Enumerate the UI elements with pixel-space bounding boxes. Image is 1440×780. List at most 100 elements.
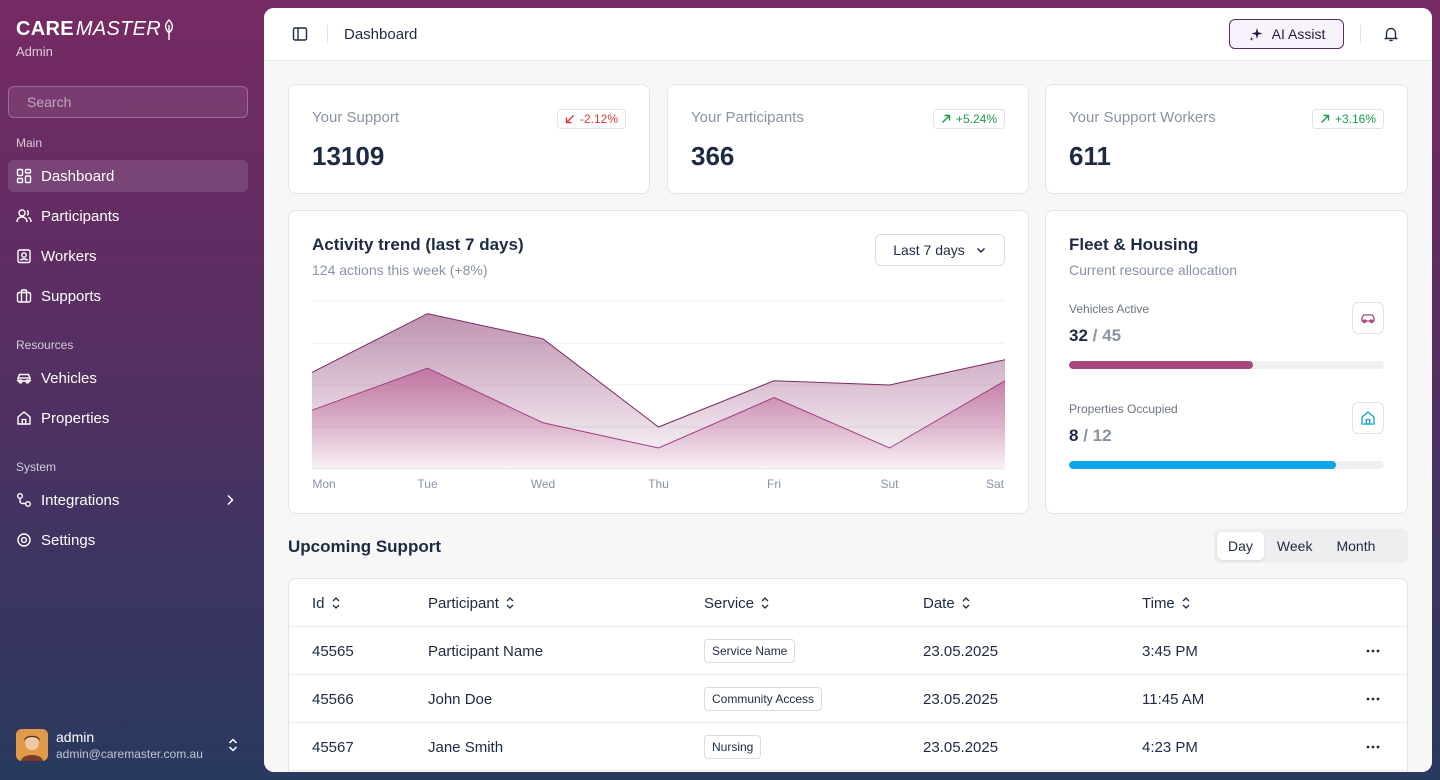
section-label-system: System: [16, 460, 57, 474]
table-header: Id Participant Service Date Time: [289, 579, 1407, 627]
chevrons-up-down-icon: [228, 738, 238, 752]
fleet-card: Fleet & Housing Current resource allocat…: [1045, 210, 1408, 514]
arrow-up-right-icon: [1320, 114, 1330, 123]
sort-icon: [506, 597, 514, 609]
section-label-resources: Resources: [16, 338, 74, 352]
more-horizontal-icon: [1366, 697, 1380, 701]
cell-date: 23.05.2025: [923, 738, 999, 756]
topbar: Dashboard AI Assist: [264, 8, 1432, 61]
sort-icon: [962, 597, 970, 609]
sidebar-item-workers[interactable]: Workers: [8, 240, 248, 272]
user-menu[interactable]: admin admin@caremaster.com.au: [16, 728, 248, 762]
sort-icon: [1182, 597, 1190, 609]
x-tick-label: Thu: [648, 477, 669, 491]
stat-value: 366: [691, 141, 735, 171]
sort-icon: [332, 597, 339, 609]
column-label: Service: [704, 594, 755, 612]
stat-card-participants: Your Participants 366 +5.24%: [667, 84, 1029, 194]
sparkles-icon: [1249, 28, 1263, 41]
arrow-up-right-icon: [941, 114, 951, 123]
properties-progress: [1069, 461, 1384, 469]
ai-assist-button[interactable]: AI Assist: [1229, 19, 1344, 49]
user-name: admin: [56, 729, 95, 745]
briefcase-icon: [16, 289, 32, 303]
sidebar-item-label: Supports: [41, 287, 102, 305]
cell-participant: Jane Smith: [428, 738, 504, 756]
stat-value: 611: [1069, 141, 1111, 171]
vehicles-progress-fill: [1069, 361, 1254, 369]
table-row[interactable]: 45565 Participant Name Service Name 23.0…: [289, 627, 1407, 675]
service-chip: Service Name: [704, 639, 796, 663]
search-input[interactable]: [27, 94, 217, 110]
properties-progress-fill: [1069, 461, 1337, 469]
sidebar-item-supports[interactable]: Supports: [8, 280, 248, 312]
x-tick-label: Sat: [985, 477, 1005, 491]
avatar: [16, 729, 48, 761]
table-row[interactable]: 45566 John Doe Community Access 23.05.20…: [289, 675, 1407, 723]
sidebar-item-label: Integrations: [41, 491, 120, 509]
brand-logo[interactable]: CARE MASTER: [16, 18, 175, 41]
row-actions-button[interactable]: [1363, 689, 1383, 709]
stat-label: Your Participants: [691, 109, 804, 126]
row-actions-button[interactable]: [1363, 641, 1383, 661]
range-select[interactable]: Last 7 days: [875, 234, 1005, 266]
cell-id: 45565: [312, 642, 354, 660]
id-badge-icon: [17, 249, 31, 264]
sidebar-toggle-icon[interactable]: [292, 26, 308, 42]
table-row[interactable]: 45567 Jane Smith Nursing 23.05.2025 4:23…: [289, 723, 1407, 771]
tab-month[interactable]: Month: [1336, 538, 1376, 554]
x-tick-label: Sut: [880, 477, 899, 491]
bell-icon[interactable]: [1383, 26, 1399, 42]
cell-participant: Participant Name: [428, 642, 544, 660]
car-icon: [17, 373, 31, 384]
sidebar-item-participants[interactable]: Participants: [8, 200, 248, 232]
tab-week[interactable]: Week: [1276, 538, 1313, 554]
vehicles-label: Vehicles Active: [1069, 302, 1150, 316]
tab-day[interactable]: Day: [1217, 532, 1264, 560]
brand-name-italic: MASTER: [75, 18, 162, 40]
cell-service: Service Name: [704, 627, 796, 675]
separator: /: [1083, 426, 1088, 445]
vehicles-total: 45: [1102, 326, 1122, 345]
column-header-id[interactable]: Id: [312, 579, 341, 627]
chart-subtitle: 124 actions this week (+8%): [312, 262, 488, 278]
service-chip: Community Access: [704, 687, 823, 711]
cell-participant: John Doe: [428, 690, 493, 708]
properties-total: 12: [1092, 426, 1112, 445]
brand-name-bold: CARE: [16, 18, 74, 40]
column-header-service[interactable]: Service: [704, 579, 770, 627]
properties-used: 8: [1069, 426, 1079, 445]
divider: [1360, 25, 1361, 43]
x-tick-label: Wed: [530, 477, 556, 491]
sidebar-item-label: Participants: [41, 207, 120, 225]
cell-date: 23.05.2025: [923, 690, 999, 708]
trend-badge: +3.16%: [1311, 109, 1384, 129]
sidebar-item-dashboard[interactable]: Dashboard: [8, 160, 248, 192]
sidebar-item-properties[interactable]: Properties: [8, 402, 248, 434]
fleet-subtitle: Current resource allocation: [1069, 262, 1238, 278]
x-tick-label: Fri: [767, 477, 781, 491]
period-toggle: Day Week Month: [1214, 529, 1408, 563]
sidebar-item-integrations[interactable]: Integrations: [8, 484, 248, 516]
column-header-time[interactable]: Time: [1142, 579, 1191, 627]
upcoming-table: Id Participant Service Date Time 45565 P…: [288, 578, 1408, 772]
vehicles-count: 32 / 45: [1069, 326, 1121, 346]
stat-value: 13109: [312, 141, 385, 171]
sidebar-item-vehicles[interactable]: Vehicles: [8, 362, 248, 394]
column-label: Date: [923, 594, 955, 612]
row-actions-button[interactable]: [1363, 737, 1383, 757]
column-label: Id: [312, 594, 325, 612]
sidebar-item-settings[interactable]: Settings: [8, 524, 248, 556]
users-icon: [16, 209, 32, 223]
column-header-date[interactable]: Date: [923, 579, 971, 627]
vehicles-progress: [1069, 361, 1384, 369]
more-horizontal-icon: [1366, 745, 1380, 749]
stat-card-support: Your Support 13109 -2.12%: [288, 84, 650, 194]
sidebar-item-label: Settings: [41, 531, 96, 549]
search-box[interactable]: [8, 86, 248, 118]
brand: CARE MASTER Admin: [16, 18, 175, 59]
properties-label: Properties Occupied: [1069, 402, 1178, 416]
divider: [327, 25, 328, 43]
column-header-participant[interactable]: Participant: [428, 579, 515, 627]
